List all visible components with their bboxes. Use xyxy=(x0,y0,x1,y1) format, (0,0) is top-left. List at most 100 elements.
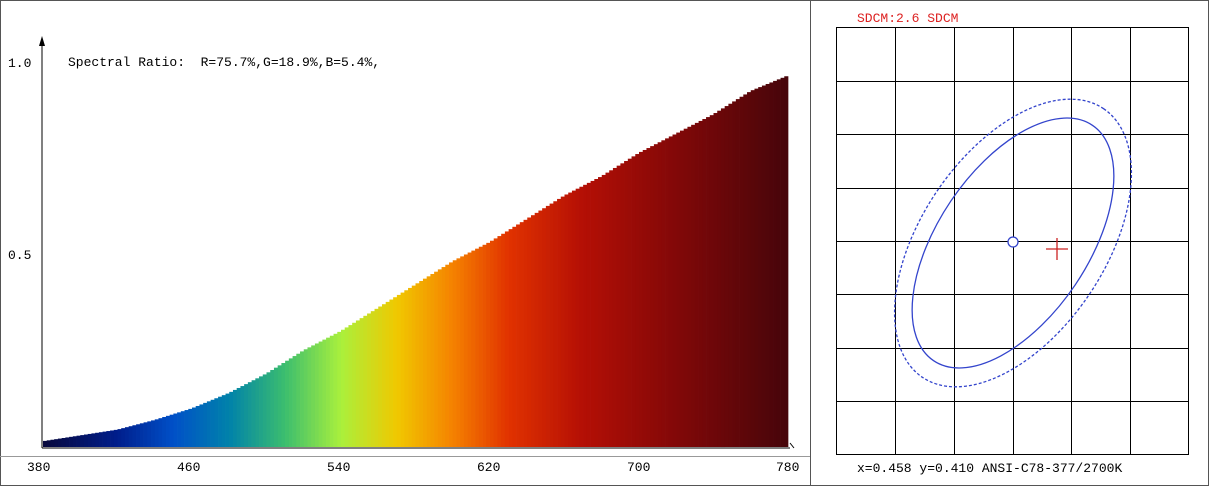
spectrum-bar xyxy=(553,201,558,447)
spectrum-bar xyxy=(374,308,379,447)
spectrum-bar xyxy=(132,425,137,447)
spectrum-bar xyxy=(422,278,428,447)
spectrum-bar xyxy=(367,313,372,447)
spectrum-bar xyxy=(158,418,163,447)
spectrum-bar xyxy=(393,297,398,447)
spectrum-bar xyxy=(143,422,148,447)
spectrum-bar xyxy=(687,126,692,447)
spectrum-bar xyxy=(627,158,632,447)
spectrum-bar xyxy=(631,156,636,448)
spectrum-bar xyxy=(177,412,182,447)
spectrum-bar xyxy=(523,219,528,447)
spectrum-bar xyxy=(702,119,707,448)
spectrum-bar xyxy=(694,122,699,447)
spectrum-bar xyxy=(408,287,413,447)
spectrum-bar xyxy=(162,417,167,447)
spectrum-bar xyxy=(490,240,495,447)
spectrum-bar xyxy=(322,339,327,447)
spectrum-bar xyxy=(385,301,390,448)
spectrum-bar xyxy=(750,90,755,447)
spectrum-bar xyxy=(642,149,647,448)
spectrum-bar xyxy=(691,124,696,447)
spectrum-bar xyxy=(113,429,118,447)
spectrum-bar xyxy=(87,433,92,447)
spectrum-bar xyxy=(478,246,483,447)
spectrum-bar xyxy=(519,222,524,447)
spectrum-bar xyxy=(486,242,491,447)
x-tick-label: 380 xyxy=(27,460,50,475)
spectrum-bar xyxy=(728,103,733,447)
spectrum-bar xyxy=(601,174,606,447)
spectrum-bar xyxy=(415,283,420,447)
spectrum-bar xyxy=(776,79,781,447)
spectrum-bar xyxy=(333,333,338,447)
sdcm-chart: SDCM:2.6 SDCM x=0.458 y=0.410 ANSI-C78-3… xyxy=(836,11,1189,476)
spectrum-bar xyxy=(590,180,595,447)
x-tick-label: 780 xyxy=(776,460,799,475)
sdcm-title: SDCM:2.6 SDCM xyxy=(857,11,958,26)
spectrum-bar xyxy=(579,186,584,448)
spectrum-bar xyxy=(676,132,681,447)
spectrum-bar xyxy=(296,353,301,447)
spectrum-bar xyxy=(475,248,480,447)
spectrum-bar xyxy=(739,96,744,447)
spectrum-bar xyxy=(698,120,703,447)
spectrum-bar xyxy=(184,410,189,447)
spectrum-bar xyxy=(463,254,468,447)
spectrum-bar xyxy=(225,393,230,447)
spectrum-bar xyxy=(743,94,748,447)
spectrum-bar xyxy=(80,435,85,447)
spectrum-bar xyxy=(758,87,763,447)
spectrum-bar xyxy=(441,267,446,447)
spectrum-bar xyxy=(598,177,603,447)
spectrum-bars xyxy=(43,76,789,448)
spectrum-bar xyxy=(497,236,502,447)
spectrum-bar xyxy=(98,432,103,447)
spectrum-bar xyxy=(460,256,465,447)
spectrum-bar xyxy=(747,92,752,448)
spectrum-bar xyxy=(121,428,126,447)
macadam-ellipse-solid xyxy=(911,117,1115,369)
spectrum-bar xyxy=(378,306,383,447)
spectrum-bar xyxy=(236,387,241,447)
spectrum-bar xyxy=(493,238,498,447)
spectrum-bar xyxy=(653,144,658,448)
spectrum-bar xyxy=(769,82,774,447)
spectrum-chart: 1.0 0.5 Spectral Ratio: R=75.7%,G=18.9%,… xyxy=(8,36,799,475)
spectrum-bar xyxy=(679,130,685,447)
spectrum-bar xyxy=(594,179,599,447)
spectrum-bar xyxy=(720,108,726,448)
spectrum-bar xyxy=(199,404,204,447)
spectrum-bar xyxy=(165,415,170,447)
spectrum-bar xyxy=(400,292,405,447)
spectrum-bar xyxy=(508,229,513,447)
spectrum-bar xyxy=(169,414,174,447)
spectrum-bar xyxy=(72,436,77,447)
spectrum-bar xyxy=(117,429,122,447)
measured-point-cross xyxy=(1046,238,1068,260)
spectrum-bar xyxy=(218,396,223,447)
spectrum-bar xyxy=(344,327,349,447)
spectrum-bar xyxy=(717,110,722,447)
x-tick-label: 460 xyxy=(177,460,200,475)
macadam-ellipse-dashed xyxy=(893,98,1133,388)
spectrum-bar xyxy=(124,427,130,447)
spectrum-bar xyxy=(624,161,629,447)
spectrum-bar xyxy=(542,208,547,447)
spectrum-bar xyxy=(251,380,256,447)
spectrum-bar xyxy=(419,280,424,447)
spectrum-bar xyxy=(467,252,472,447)
spectrum-bar xyxy=(609,170,614,448)
spectral-ratio-annotation: Spectral Ratio: R=75.7%,G=18.9%,B=5.4%, xyxy=(68,55,380,70)
x-tick-label: 620 xyxy=(477,460,500,475)
spectrum-bar xyxy=(307,347,312,447)
spectrum-bar xyxy=(549,203,554,447)
spectrum-bar xyxy=(273,367,279,447)
spectrum-bar xyxy=(110,430,115,447)
spectrum-bar xyxy=(247,382,252,447)
spectrum-bar xyxy=(341,329,346,447)
spectrum-bar xyxy=(538,210,543,447)
spectrum-bar xyxy=(437,269,442,447)
spectrum-bar xyxy=(616,165,621,447)
